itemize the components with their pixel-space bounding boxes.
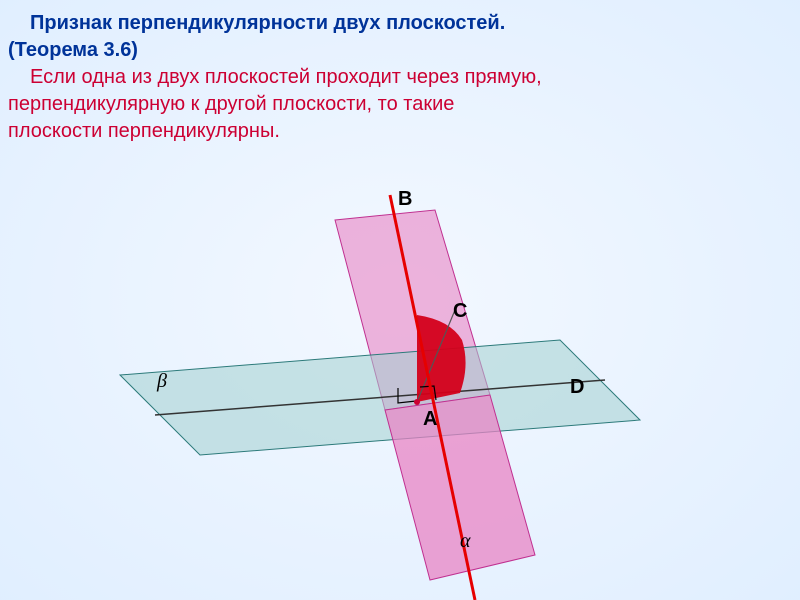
label-beta: β [157, 370, 167, 393]
label-a: A [423, 408, 437, 431]
title-text: Признак перпендикулярности двух плоскост… [30, 12, 505, 34]
theorem-title: Признак перпендикулярности двух плоскост… [30, 10, 505, 37]
theorem-number: (Теорема 3.6) [8, 37, 138, 64]
label-c: C [453, 300, 467, 323]
theorem-body-1: Если одна из двух плоскостей проходит че… [30, 64, 542, 91]
label-d: D [570, 376, 584, 399]
theorem-body-2: перпендикулярную к другой плоскости, то … [8, 91, 454, 118]
label-b: B [398, 188, 412, 211]
theorem-body-3: плоскости перпендикулярны. [8, 118, 280, 145]
label-alpha: α [460, 530, 471, 553]
theorem-ref: (Теорема 3.6) [8, 39, 138, 61]
